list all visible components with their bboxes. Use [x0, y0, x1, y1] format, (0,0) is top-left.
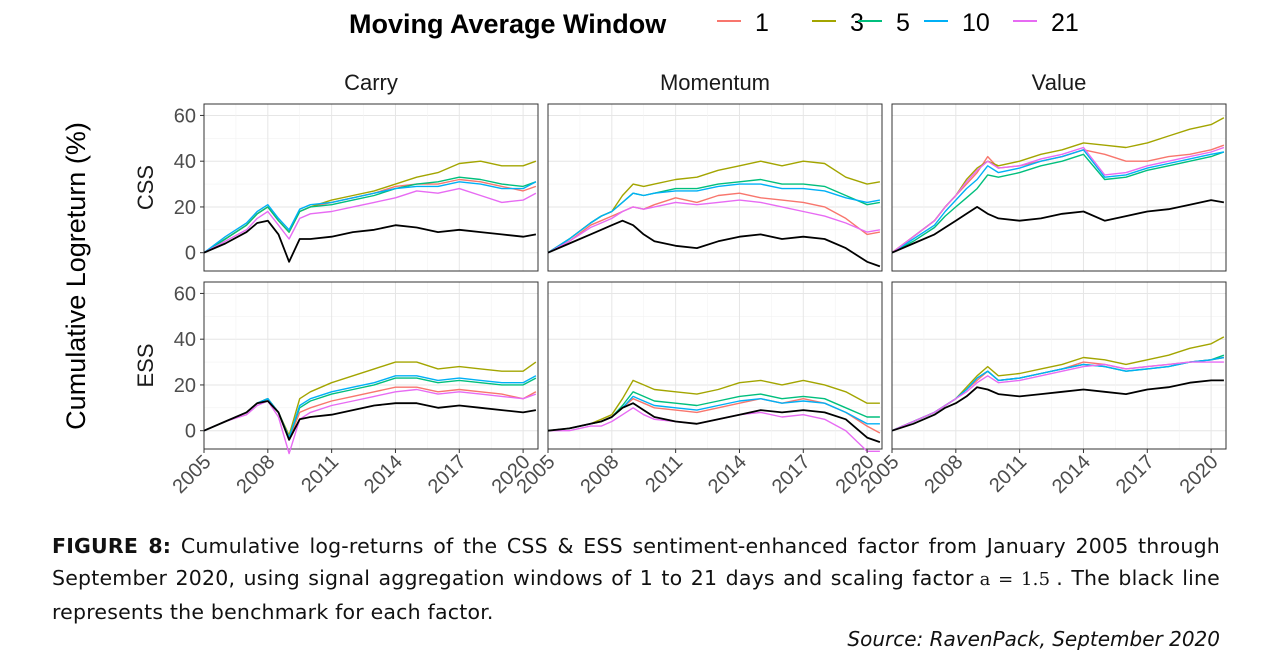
- series-line-momentum-ess-3: [547, 379, 880, 432]
- x-tick-label: 2005: [169, 451, 216, 498]
- series-line-momentum-css-21: [547, 199, 881, 254]
- legend-label-10: 10: [962, 9, 990, 37]
- x-tick-label: 2014: [704, 451, 751, 498]
- x-tick-label: 2017: [1112, 451, 1159, 498]
- facet-row-ess: ESS: [133, 343, 158, 387]
- y-tick-label: 0: [185, 243, 196, 265]
- panel-momentum-ess: [547, 281, 883, 450]
- x-tick-label: 2008: [232, 451, 279, 498]
- y-tick-label: 40: [174, 329, 196, 351]
- y-tick-label: 40: [174, 151, 196, 173]
- legend-label-21: 21: [1051, 9, 1079, 37]
- y-tick-label: 20: [174, 375, 196, 397]
- caption-text-a: Cumulative log-returns of the CSS & ESS …: [52, 534, 1221, 590]
- y-tick-label: 20: [174, 197, 196, 219]
- facet-title-carry: Carry: [344, 70, 398, 95]
- series-line-momentum-ess-1: [547, 398, 881, 434]
- x-tick-label: 2011: [985, 451, 1031, 497]
- caption-text-b: . The black line represents the benchmar…: [52, 566, 1220, 624]
- x-tick-label: 2017: [768, 451, 815, 498]
- series-line-value-ess-3: [891, 336, 1225, 432]
- figure-label: FIGURE 8:: [52, 534, 172, 558]
- series-line-carry-css-5: [203, 176, 537, 254]
- facet-row-css: CSS: [133, 165, 158, 210]
- panel-value-ess: [891, 281, 1227, 450]
- series-line-value-css-5: [891, 151, 1225, 254]
- series-line-carry-css-21: [203, 187, 537, 254]
- x-tick-label: 2017: [424, 451, 471, 498]
- series-line-momentum-ess-5: [547, 391, 880, 432]
- faceted-line-chart: Moving Average Window 1 3 5 10 21 Cumulative L…: [61, 9, 1227, 498]
- x-tick-label: 2011: [297, 451, 343, 497]
- series-line-momentum-css-10: [547, 183, 881, 254]
- x-tick-label: 2008: [576, 451, 623, 498]
- legend-label-1: 1: [755, 9, 769, 37]
- series-line-value-ess-21: [891, 361, 1224, 432]
- series-line-value-ess-benchmark: [891, 379, 1224, 432]
- panel-carry-ess: [203, 281, 539, 450]
- series-line-value-css-10: [891, 149, 1225, 254]
- x-tick-label: 2011: [641, 451, 687, 497]
- panel-value-css: [891, 103, 1227, 272]
- series-line-carry-ess-3: [203, 361, 537, 436]
- panel-carry-css: [203, 103, 539, 272]
- series-line-value-ess-10: [891, 356, 1225, 432]
- y-tick-label: 60: [174, 105, 196, 127]
- series-line-value-css-3: [891, 117, 1225, 254]
- x-tick-label: 2008: [920, 451, 967, 498]
- y-axis-title: Cumulative Logreturn (%): [61, 122, 91, 430]
- series-line-carry-ess-benchmark: [203, 400, 537, 441]
- caption-equation: a = 1.5: [979, 569, 1051, 590]
- source-note: Source: RavenPack, September 2020: [847, 627, 1220, 651]
- series-line-carry-ess-21: [203, 388, 537, 455]
- series-line-momentum-css-1: [547, 192, 881, 254]
- series-line-carry-css-benchmark: [203, 219, 537, 263]
- panel-momentum-css: [547, 103, 883, 272]
- y-tick-label: 0: [185, 421, 196, 443]
- series-line-momentum-ess-benchmark: [547, 402, 881, 443]
- legend-label-3: 3: [850, 9, 864, 37]
- legend-title: Moving Average Window: [349, 9, 667, 39]
- series-line-momentum-css-benchmark: [547, 219, 881, 268]
- series-line-value-css-21: [891, 146, 1225, 254]
- y-tick-label: 60: [174, 283, 196, 305]
- legend-label-5: 5: [896, 9, 910, 37]
- x-tick-label: 2014: [1048, 451, 1095, 498]
- facet-title-momentum: Momentum: [660, 70, 770, 95]
- x-tick-label: 2020: [1176, 451, 1223, 498]
- series-line-value-ess-1: [891, 356, 1225, 432]
- facet-title-value: Value: [1032, 70, 1087, 95]
- figure-caption: FIGURE 8: Cumulative log-returns of the …: [52, 530, 1220, 628]
- series-line-value-css-benchmark: [891, 199, 1225, 254]
- series-line-carry-css-10: [203, 181, 537, 254]
- x-tick-label: 2014: [360, 451, 407, 498]
